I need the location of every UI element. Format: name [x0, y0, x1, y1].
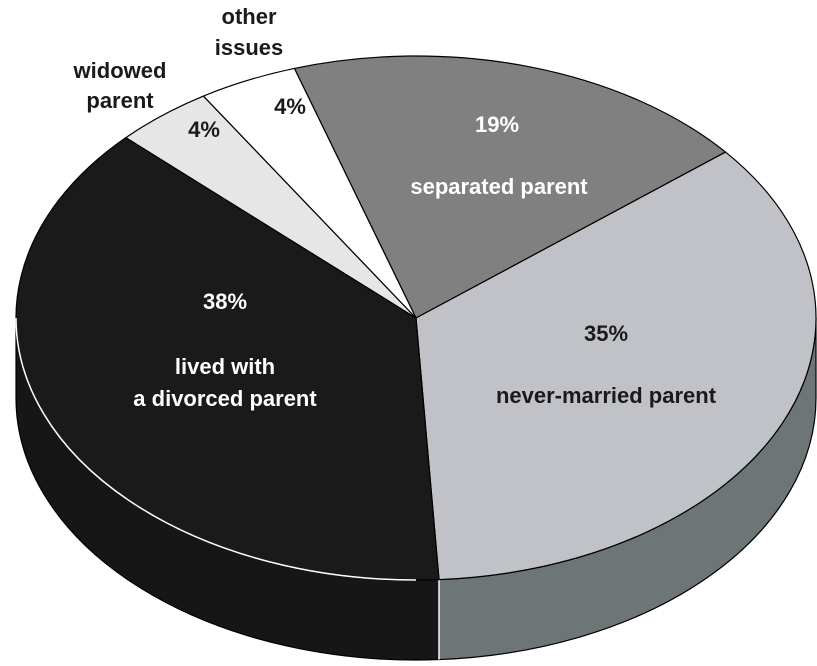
slice-label-other-issues: other issues [215, 4, 284, 60]
value-label-never-married-parent: 35% [584, 321, 628, 346]
slice-label-widowed-parent: widowed parent [73, 58, 167, 113]
pie-slice-never-married-parent [415, 151, 817, 581]
pie-rim-highlight [15, 317, 417, 581]
slice-label-separated-parent: separated parent [410, 174, 588, 199]
value-label-separated-parent: 19% [475, 112, 519, 137]
label-line: widowed [73, 58, 167, 83]
value-label-other-issues: 4% [274, 94, 306, 119]
pie-label-layer: 19% separated parent 35% never-married p… [73, 4, 717, 411]
label-line: a divorced parent [133, 386, 317, 411]
slice-label-never-married-parent: never-married parent [496, 383, 717, 408]
label-line: issues [215, 35, 284, 60]
slice-label-divorced-parent: lived with a divorced parent [133, 354, 317, 411]
value-label-widowed-parent: 4% [188, 117, 220, 142]
pie-slice-separated-parent [293, 55, 727, 319]
label-line: parent [86, 88, 154, 113]
label-line: other [222, 4, 277, 29]
pie-slice-other-issues [202, 67, 417, 319]
pie-top-layer [15, 55, 817, 581]
label-line: lived with [175, 354, 275, 379]
value-label-divorced-parent: 38% [203, 289, 247, 314]
